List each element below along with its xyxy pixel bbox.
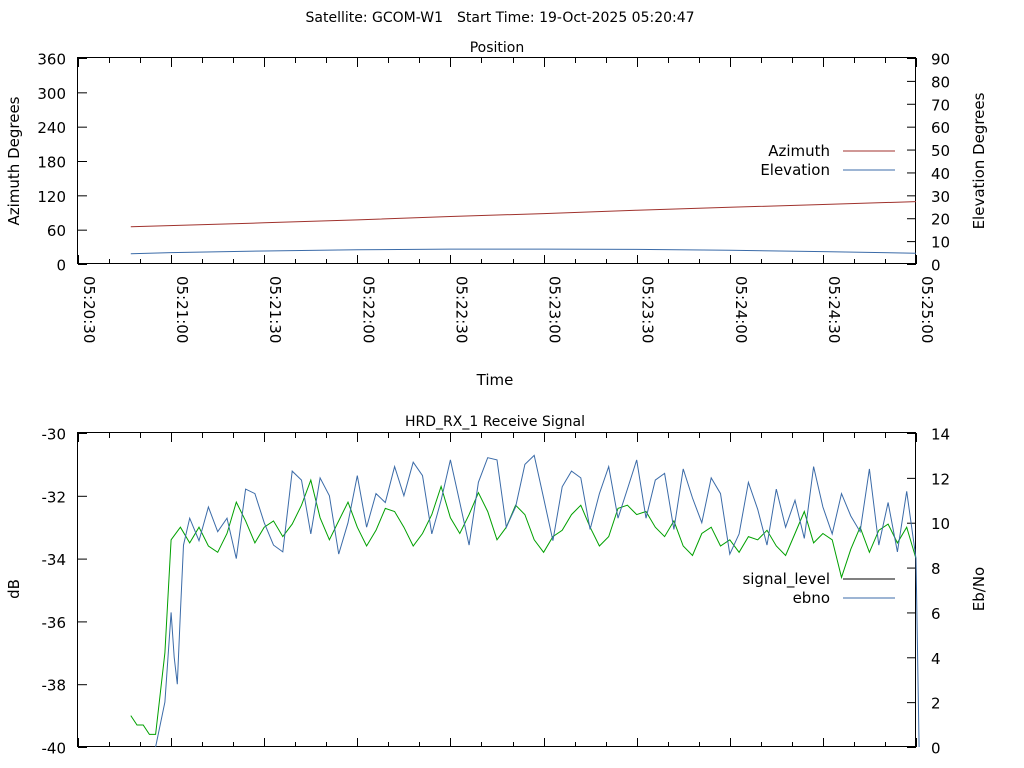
receive-signal-chart: HRD_RX_1 Receive Signal dB Eb/No -40 -38 -…: [5, 414, 988, 758]
receive-plot-frame: [77, 432, 916, 747]
legend-label-elevation: Elevation: [760, 161, 830, 179]
y-tick-label: -32: [42, 488, 67, 506]
y-tick-label: -36: [42, 614, 67, 632]
y-tick-label: 120: [37, 188, 66, 206]
y-tick-label: 240: [37, 119, 66, 137]
y2-tick-label: 80: [931, 73, 950, 91]
series-line-ebno: [155, 454, 920, 748]
series-line-signal-level: [130, 478, 917, 735]
x-tick-label: 05:24:00: [732, 276, 750, 343]
position-y2-axis-label: Elevation Degrees: [970, 92, 988, 229]
y2-tick-label: 50: [931, 142, 950, 160]
series-line-azimuth: [130, 201, 917, 228]
x-tick-label: 05:25:00: [918, 276, 936, 343]
y-tick-label: 60: [47, 222, 66, 240]
y2-tick-label: 10: [931, 234, 950, 252]
y-tick-label: 180: [37, 154, 66, 172]
y2-tick-label: 6: [931, 605, 941, 623]
position-x-axis-label: Time: [476, 371, 514, 389]
y-tick-label: -40: [42, 740, 67, 758]
x-tick-label: 05:24:30: [825, 276, 843, 343]
y2-tick-label: 20: [931, 211, 950, 229]
x-tick-label: 05:22:00: [359, 276, 377, 343]
x-tick-label: 05:21:00: [173, 276, 191, 343]
receive-legend: signal_level ebno: [742, 570, 895, 607]
y-tick-label: -34: [42, 551, 67, 569]
position-y-axis-label: Azimuth Degrees: [5, 96, 23, 225]
y-tick-label: 360: [37, 51, 66, 69]
x-tick-label: 05:23:30: [639, 276, 657, 343]
start-time-label: Start Time: 19-Oct-2025 05:20:47: [457, 10, 695, 26]
position-chart-title: Position: [470, 40, 525, 56]
y2-tick-label: 60: [931, 119, 950, 137]
receive-signal-chart-title: HRD_RX_1 Receive Signal: [405, 414, 585, 430]
y-tick-label: 0: [56, 257, 66, 275]
legend-label-azimuth: Azimuth: [768, 142, 830, 160]
y2-tick-label: 30: [931, 188, 950, 206]
x-tick-label: 05:21:30: [266, 276, 284, 343]
y2-tick-label: 70: [931, 96, 950, 114]
x-tick-label: 05:23:00: [546, 276, 564, 343]
y2-tick-label: 90: [931, 51, 950, 69]
satellite-label: Satellite: GCOM-W1: [306, 10, 443, 26]
legend-label-ebno: ebno: [793, 589, 830, 607]
receive-y2-axis-label: Eb/No: [970, 567, 988, 611]
y2-tick-label: 0: [931, 257, 941, 275]
x-tick-label: 05:22:30: [452, 276, 470, 343]
x-tick-label: 05:20:30: [80, 276, 98, 343]
y2-tick-label: 40: [931, 165, 950, 183]
series-line-elevation: [130, 248, 917, 255]
y2-tick-label: 4: [931, 650, 941, 668]
y-tick-label: -38: [42, 677, 67, 695]
y-tick-label: -30: [42, 426, 67, 444]
y2-tick-label: 0: [931, 740, 941, 758]
y2-tick-label: 14: [931, 426, 950, 444]
position-legend: Azimuth Elevation: [760, 142, 895, 179]
position-plot-frame: [77, 57, 916, 264]
y2-tick-label: 12: [931, 470, 950, 488]
receive-y-axis-label: dB: [5, 579, 23, 599]
y-tick-label: 300: [37, 85, 66, 103]
y2-tick-label: 8: [931, 560, 941, 578]
y2-tick-label: 2: [931, 695, 941, 713]
position-chart: Position Azimuth Degrees Elevation Degre…: [5, 40, 988, 389]
y2-tick-label: 10: [931, 515, 950, 533]
legend-label-signal-level: signal_level: [742, 570, 830, 589]
